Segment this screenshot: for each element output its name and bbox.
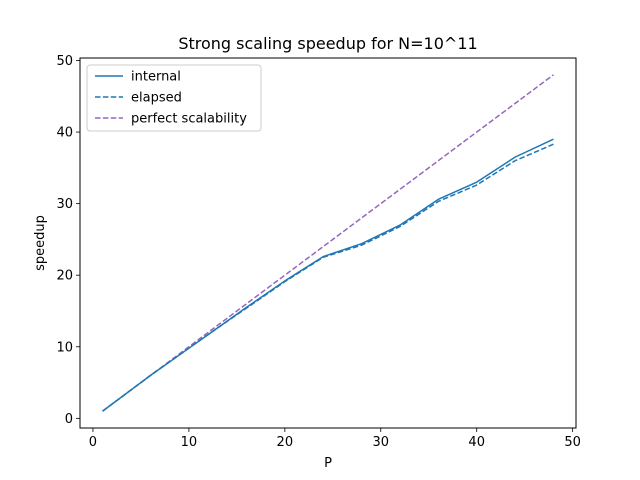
plot-frame — [79, 57, 577, 429]
x-tick-label: 10 — [181, 435, 198, 450]
y-tick-label: 50 — [56, 54, 73, 69]
x-tick-label: 0 — [89, 435, 97, 450]
y-tick-label: 40 — [56, 126, 73, 141]
y-axis-label: speedup — [33, 215, 48, 271]
series-line-internal — [102, 138, 554, 412]
chart-title: Strong scaling speedup for N=10^11 — [178, 34, 477, 53]
y-tick-label: 10 — [56, 340, 73, 355]
y-axis-ticks: 0 10 20 30 40 50 — [56, 54, 80, 427]
legend: internal elapsed perfect scalability — [86, 64, 262, 132]
legend-box — [86, 64, 262, 132]
series-line-perfect-scalability — [102, 74, 554, 412]
y-tick-label: 0 — [65, 412, 73, 427]
x-axis-label: P — [324, 456, 332, 471]
legend-label-elapsed: elapsed — [131, 91, 182, 106]
x-tick-label: 20 — [277, 435, 294, 450]
x-tick-label: 50 — [564, 435, 581, 450]
y-tick-label: 30 — [56, 197, 73, 212]
x-axis-ticks: 0 10 20 30 40 50 — [89, 428, 581, 450]
x-tick-label: 30 — [372, 435, 389, 450]
y-tick-label: 20 — [56, 269, 73, 284]
legend-label-internal: internal — [131, 70, 181, 85]
legend-label-perfect-scalability: perfect scalability — [131, 112, 247, 127]
x-tick-label: 40 — [468, 435, 485, 450]
series-group — [102, 74, 554, 412]
